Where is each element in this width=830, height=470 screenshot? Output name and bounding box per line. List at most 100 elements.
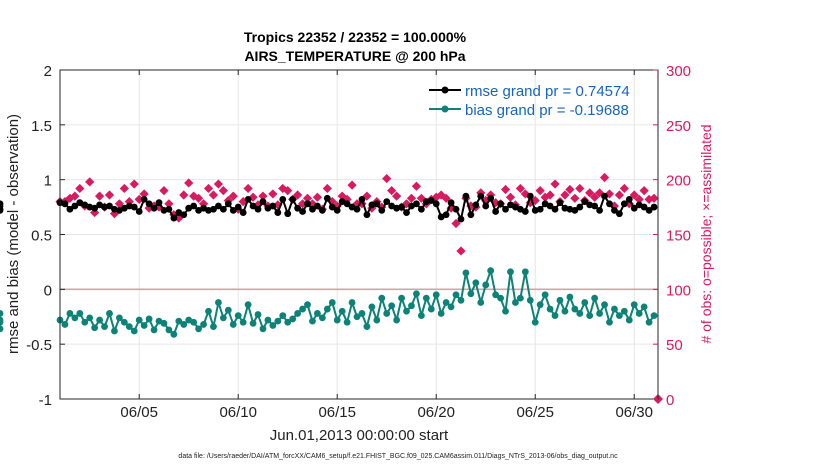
obs-point	[441, 193, 451, 203]
bias-point	[224, 306, 232, 314]
y-right-tick-label: 50	[666, 337, 683, 354]
obs-point	[164, 199, 174, 209]
rmse-point	[279, 196, 287, 203]
series-rmse	[0, 192, 658, 223]
footer-data-file: data file: /Users/raeder/DAI/ATM_forcXX/…	[178, 453, 618, 460]
bias-point	[581, 299, 589, 306]
rmse-point	[333, 206, 341, 214]
y-left-tick-label: 0.5	[31, 228, 52, 245]
bias-point	[615, 312, 623, 320]
bias-point	[244, 301, 252, 309]
y-axis-right-label: # of obs: o=possible; ×=assimilated	[698, 124, 714, 343]
bias-point	[363, 323, 371, 331]
rmse-point	[521, 208, 529, 215]
bias-point	[279, 312, 287, 320]
rmse-point	[155, 199, 163, 207]
bias-point	[274, 317, 282, 325]
obs-point	[545, 190, 555, 200]
bias-point	[408, 302, 415, 310]
bias-point	[343, 318, 351, 326]
bias-point	[215, 299, 222, 306]
bias-point	[200, 321, 207, 328]
rmse-point	[135, 208, 143, 215]
x-tick-label: 06/05	[120, 404, 158, 421]
y-left-tick-label: 0	[44, 282, 52, 299]
rmse-point	[452, 205, 460, 213]
bias-point	[284, 318, 292, 326]
rmse-point	[314, 202, 321, 210]
rmse-point	[299, 208, 306, 215]
obs-point	[614, 190, 624, 200]
bias-point	[111, 327, 118, 335]
rmse-point	[601, 192, 608, 200]
y-left-tick-label: 2	[44, 63, 52, 80]
rmse-point	[640, 203, 648, 211]
bias-point	[368, 303, 376, 311]
rmse-point	[170, 214, 178, 222]
rmse-point	[294, 204, 302, 212]
rmse-point	[576, 203, 584, 211]
rmse-point	[526, 192, 534, 200]
obs-point	[322, 183, 332, 194]
obs-point	[95, 191, 105, 201]
obs-point	[75, 183, 85, 194]
obs-point	[134, 194, 144, 205]
bias-point	[348, 299, 356, 306]
bias-point	[487, 267, 495, 275]
obs-point	[570, 193, 580, 203]
bias-point	[596, 310, 603, 317]
y-left-tick-label: 1.5	[31, 118, 52, 135]
bias-point	[497, 294, 504, 302]
obs-point	[416, 193, 426, 203]
rmse-point	[472, 201, 480, 209]
obs-point	[213, 179, 224, 189]
bias-point	[0, 310, 4, 317]
bias-point	[531, 318, 539, 326]
y-axis-right: 0 50 100 150 200 250 300	[653, 63, 691, 409]
bias-point	[180, 321, 188, 328]
obs-point	[85, 177, 95, 187]
rmse-point	[363, 211, 371, 219]
rmse-point	[328, 203, 336, 211]
obs-point	[560, 190, 570, 200]
rmse-point	[497, 200, 504, 208]
legend-rmse-label: rmse grand pr = 0.74574	[465, 83, 630, 100]
bias-point	[576, 310, 584, 317]
obs-point	[352, 199, 362, 209]
bias-point	[333, 316, 341, 324]
bias-point	[96, 316, 104, 324]
bias-point	[462, 269, 470, 277]
obs-point	[307, 199, 318, 209]
obs-point	[520, 189, 530, 199]
rmse-point	[274, 209, 282, 216]
obs-point	[302, 193, 313, 203]
rmse-point	[546, 202, 554, 210]
rmse-point	[536, 205, 544, 213]
bias-point	[551, 312, 559, 320]
bias-point	[239, 318, 247, 326]
bias-point	[452, 291, 460, 299]
bias-point	[630, 301, 638, 309]
y-right-tick-label: 100	[666, 282, 691, 299]
obs-point	[406, 193, 417, 203]
bias-point	[378, 294, 386, 302]
bias-point	[71, 314, 79, 322]
bias-point	[294, 310, 302, 317]
obs-point	[327, 197, 337, 207]
rmse-point	[551, 205, 559, 213]
rmse-point	[467, 211, 475, 219]
bias-point	[170, 330, 178, 338]
bias-point	[650, 312, 658, 320]
obs-point	[139, 189, 149, 199]
bias-point	[328, 299, 336, 306]
rmse-point	[0, 206, 4, 214]
rmse-point	[477, 192, 485, 200]
rmse-point	[323, 194, 331, 202]
bias-point	[234, 312, 242, 320]
obs-point	[634, 194, 644, 205]
bias-point	[512, 299, 519, 306]
bias-point	[353, 313, 361, 321]
x-tick-label: 06/15	[318, 404, 356, 421]
rmse-point	[611, 206, 618, 214]
obs-point	[248, 192, 258, 202]
